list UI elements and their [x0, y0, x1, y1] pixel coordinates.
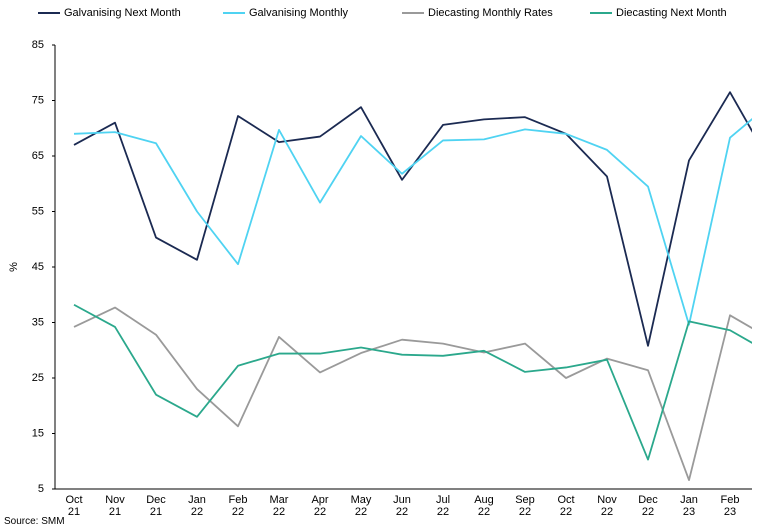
legend-swatch — [38, 12, 60, 14]
x-tick-label: Dec 21 — [146, 494, 166, 518]
x-tick-label: Feb 22 — [228, 494, 248, 518]
y-tick-label: 65 — [32, 150, 44, 162]
y-axis-label: % — [8, 262, 20, 272]
legend-label: Diecasting Monthly Rates — [428, 7, 553, 19]
legend-swatch — [223, 12, 245, 14]
x-tick-label: Nov 22 — [597, 494, 617, 518]
y-tick-label: 45 — [32, 261, 44, 273]
legend-label: Galvanising Monthly — [249, 7, 349, 19]
x-tick-label: Jul 22 — [435, 494, 451, 518]
y-tick-label: 5 — [38, 483, 44, 495]
x-tick-label: Mar 22 — [269, 494, 289, 518]
x-tick-label: Jan 22 — [188, 494, 206, 518]
x-tick-label: Feb 23 — [720, 494, 740, 518]
plot-lines — [73, 91, 752, 482]
x-tick-label: Oct 22 — [557, 494, 575, 518]
legend-label: Galvanising Next Month — [64, 7, 181, 19]
x-tick-label: Sep 22 — [515, 494, 535, 518]
legend-item: Diecasting Next Month — [590, 7, 727, 19]
x-tick-label: Oct 21 — [65, 494, 83, 518]
y-tick-label: 55 — [32, 205, 44, 217]
legend-item: Diecasting Monthly Rates — [402, 7, 553, 19]
x-tick-label: Jun 22 — [393, 494, 411, 518]
legend-item: Galvanising Next Month — [38, 7, 181, 19]
series-line — [73, 306, 752, 482]
series-line — [73, 118, 752, 326]
y-tick-label: 35 — [32, 316, 44, 328]
legend-label: Diecasting Next Month — [616, 7, 727, 19]
x-tick-label: Apr 22 — [311, 494, 329, 518]
y-tick-label: 75 — [32, 94, 44, 106]
x-tick-label: Aug 22 — [474, 494, 494, 518]
legend-item: Galvanising Monthly — [223, 7, 348, 19]
y-tick-label: 85 — [32, 39, 44, 51]
y-tick-label: 15 — [32, 427, 44, 439]
x-tick-label: May 22 — [350, 494, 372, 518]
y-tick-label: 25 — [32, 372, 44, 384]
legend-swatch — [402, 12, 424, 14]
x-tick-label: Nov 21 — [105, 494, 125, 518]
source-note: Source: SMM — [4, 516, 65, 527]
series-line — [73, 303, 752, 461]
legend-swatch — [590, 12, 612, 14]
x-tick-label: Dec 22 — [638, 494, 658, 518]
x-tick-label: Jan 23 — [680, 494, 698, 518]
series-line — [73, 91, 752, 347]
